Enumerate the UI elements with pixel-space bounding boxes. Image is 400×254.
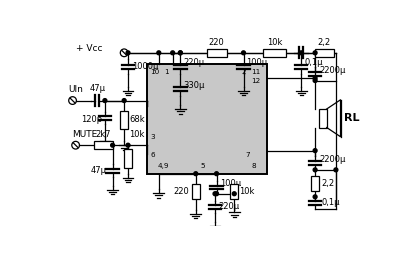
Bar — [120, 110, 128, 129]
Text: 68k: 68k — [130, 115, 145, 124]
Circle shape — [122, 99, 126, 102]
Text: 100μ: 100μ — [246, 58, 268, 67]
Bar — [319, 109, 327, 128]
Circle shape — [313, 149, 317, 152]
Text: 2200μ: 2200μ — [319, 155, 345, 164]
Text: 120p: 120p — [82, 115, 102, 124]
Bar — [124, 149, 132, 168]
Text: 47μ: 47μ — [91, 166, 107, 175]
Circle shape — [299, 51, 303, 55]
Text: 220μ: 220μ — [218, 202, 239, 211]
Bar — [263, 49, 286, 57]
Text: MUTE: MUTE — [72, 130, 97, 139]
Circle shape — [334, 168, 338, 172]
Text: 3: 3 — [150, 134, 155, 140]
Text: UIn: UIn — [69, 85, 84, 94]
Circle shape — [111, 143, 114, 147]
Circle shape — [178, 51, 182, 55]
Circle shape — [126, 143, 130, 147]
Circle shape — [313, 51, 317, 55]
Text: 220μ: 220μ — [184, 58, 204, 67]
Circle shape — [215, 192, 218, 196]
Text: 1000μ: 1000μ — [132, 62, 158, 71]
Text: 6: 6 — [150, 152, 155, 158]
Text: 2,2: 2,2 — [321, 179, 334, 188]
Text: 2k7: 2k7 — [96, 130, 111, 139]
Circle shape — [194, 172, 198, 176]
Bar — [206, 49, 226, 57]
Bar — [192, 184, 200, 199]
Circle shape — [171, 51, 174, 55]
Bar — [230, 184, 238, 199]
Circle shape — [178, 51, 182, 55]
Text: RL: RL — [344, 113, 360, 123]
Text: 1: 1 — [164, 69, 169, 75]
Text: 2,2: 2,2 — [318, 38, 331, 47]
Text: 100μ: 100μ — [220, 179, 241, 188]
Text: 11: 11 — [251, 69, 260, 75]
Text: 2200μ: 2200μ — [319, 66, 345, 75]
Bar — [147, 64, 267, 174]
Text: 47μ: 47μ — [89, 84, 105, 93]
Circle shape — [232, 192, 236, 196]
Circle shape — [103, 99, 107, 102]
Text: 0,1μ: 0,1μ — [304, 58, 323, 67]
Circle shape — [213, 192, 217, 196]
Text: 12: 12 — [251, 78, 260, 84]
Text: 10k: 10k — [239, 187, 254, 196]
Circle shape — [242, 51, 246, 55]
Circle shape — [313, 76, 317, 80]
Circle shape — [126, 51, 130, 55]
Circle shape — [313, 168, 317, 172]
Text: + Vcc: + Vcc — [76, 44, 102, 53]
Bar — [94, 141, 113, 149]
Text: 220: 220 — [209, 38, 224, 47]
Text: 5: 5 — [201, 163, 205, 169]
Text: 10k: 10k — [130, 130, 145, 139]
Text: 330μ: 330μ — [184, 81, 205, 90]
Text: 4,9: 4,9 — [158, 163, 170, 169]
Circle shape — [157, 51, 161, 55]
Circle shape — [313, 78, 317, 83]
Circle shape — [215, 172, 218, 176]
Text: 2: 2 — [242, 69, 246, 75]
Circle shape — [313, 195, 317, 199]
Text: 7: 7 — [245, 152, 250, 158]
Bar — [311, 176, 319, 192]
Text: 10: 10 — [150, 69, 160, 75]
Text: 10k: 10k — [267, 38, 282, 47]
Text: 220: 220 — [174, 187, 190, 196]
Bar — [315, 49, 334, 57]
Text: 0,1μ: 0,1μ — [321, 198, 340, 208]
Text: 8: 8 — [251, 163, 256, 169]
